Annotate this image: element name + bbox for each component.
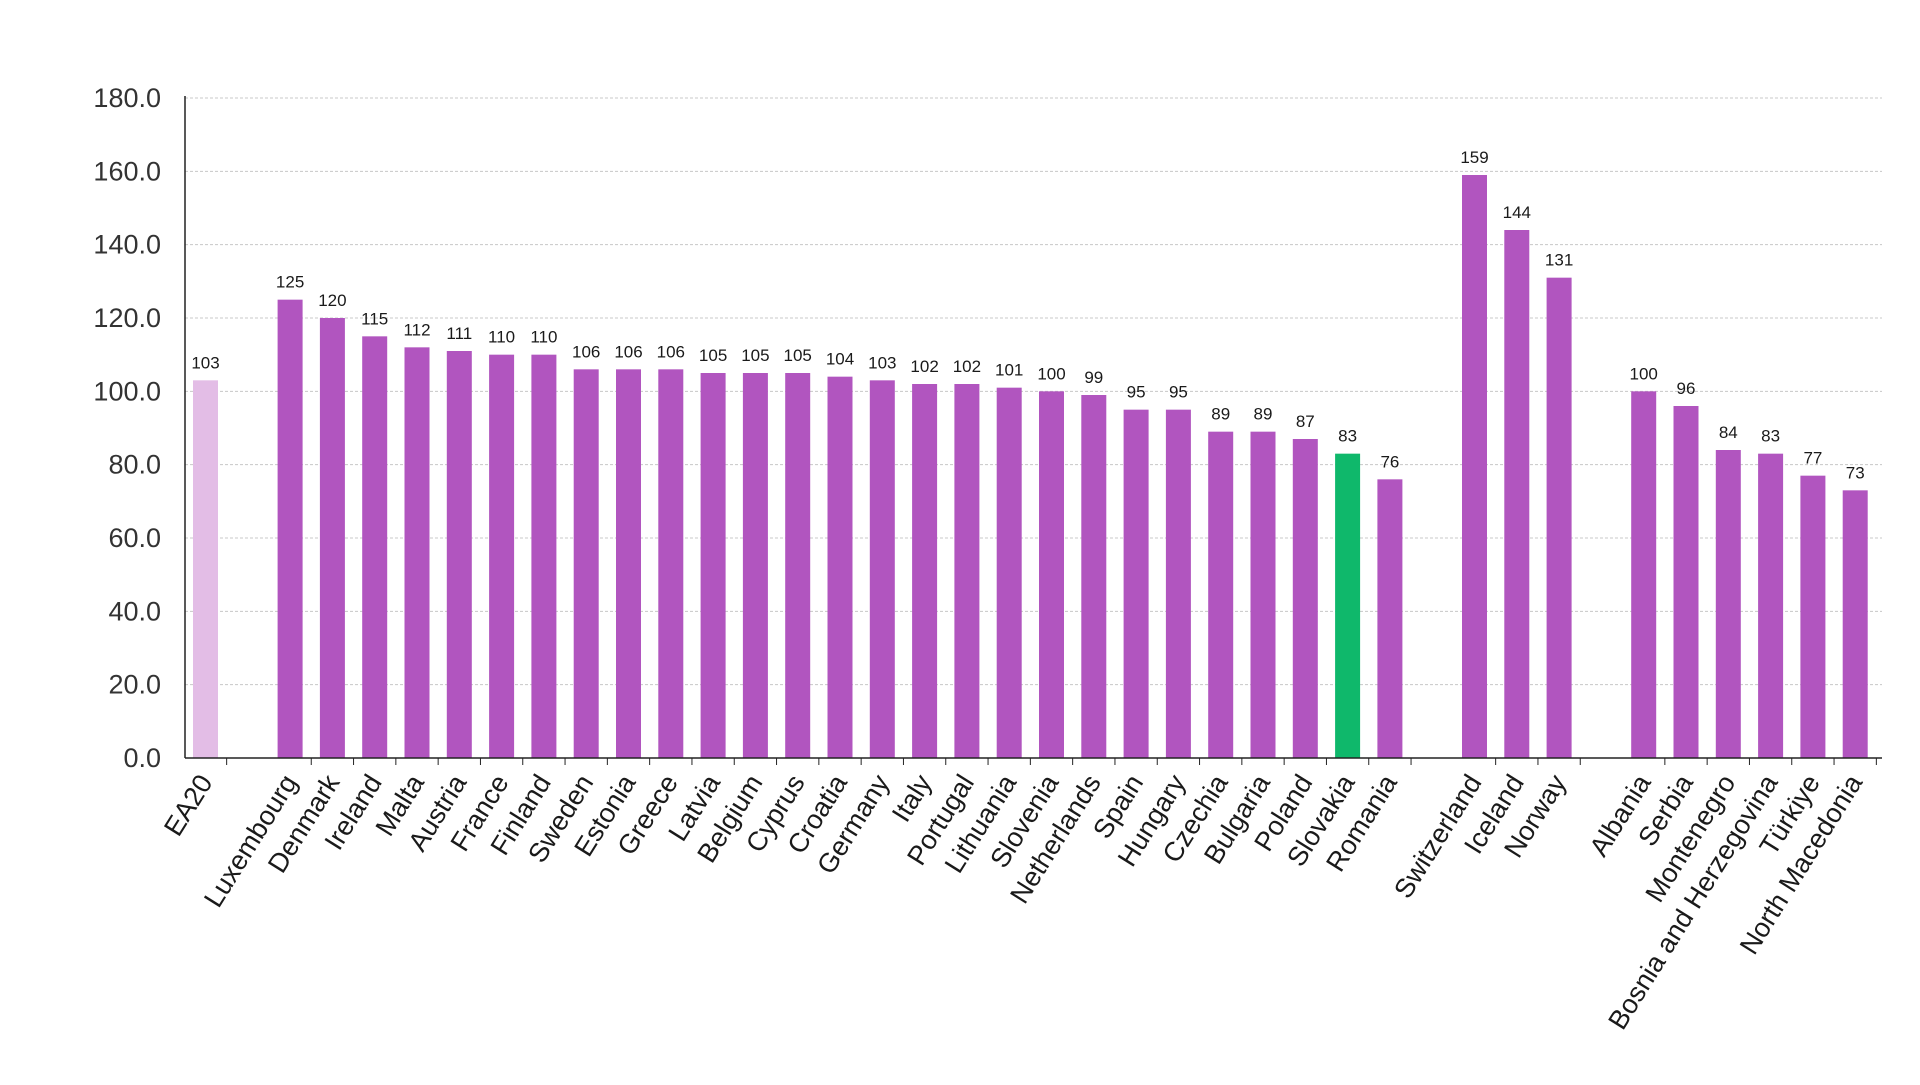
data-label: 99 xyxy=(1084,368,1103,387)
data-label: 105 xyxy=(699,346,727,365)
bar xyxy=(827,376,853,758)
bar xyxy=(362,336,388,758)
data-label: 106 xyxy=(657,342,685,361)
data-label: 125 xyxy=(276,273,304,292)
bar xyxy=(1546,277,1572,758)
y-tick-label: 60.0 xyxy=(108,523,161,553)
y-tick-label: 120.0 xyxy=(93,303,161,333)
bar xyxy=(193,380,218,758)
bar xyxy=(1335,453,1361,758)
data-label: 89 xyxy=(1211,405,1230,424)
bar xyxy=(1250,431,1276,758)
y-tick-label: 140.0 xyxy=(93,230,161,260)
data-label: 102 xyxy=(910,357,938,376)
data-label: 105 xyxy=(784,346,812,365)
y-tick-label: 180.0 xyxy=(93,83,161,113)
bar xyxy=(1842,490,1868,758)
data-label: 77 xyxy=(1803,449,1822,468)
y-tick-label: 0.0 xyxy=(123,743,161,773)
bar xyxy=(1039,391,1064,758)
data-label: 87 xyxy=(1296,412,1315,431)
data-label: 101 xyxy=(995,361,1023,380)
data-label: 102 xyxy=(953,357,981,376)
bar xyxy=(785,373,811,758)
bar xyxy=(573,369,599,758)
bar xyxy=(742,373,768,758)
bar xyxy=(1165,409,1191,758)
bar xyxy=(531,354,557,758)
bar xyxy=(446,351,472,758)
data-label: 89 xyxy=(1254,405,1273,424)
y-tick-label: 20.0 xyxy=(108,670,161,700)
bar xyxy=(1462,175,1487,758)
y-tick-label: 100.0 xyxy=(93,376,161,406)
data-label: 115 xyxy=(361,309,388,328)
bar xyxy=(996,387,1022,758)
data-label: 84 xyxy=(1719,423,1738,442)
bar xyxy=(616,369,641,758)
bar xyxy=(1123,409,1149,758)
data-label: 144 xyxy=(1503,203,1531,222)
bar xyxy=(404,347,430,758)
bar xyxy=(869,380,895,758)
bar xyxy=(1377,479,1403,758)
bar xyxy=(1715,450,1741,758)
data-label: 103 xyxy=(191,353,219,372)
data-label: 106 xyxy=(614,342,642,361)
bar xyxy=(1800,475,1826,758)
bar xyxy=(1758,453,1784,758)
data-label: 106 xyxy=(572,342,600,361)
data-label: 120 xyxy=(318,291,346,310)
bar xyxy=(658,369,684,758)
data-label: 111 xyxy=(446,324,472,343)
x-tick-label: EA20 xyxy=(158,769,218,841)
data-label: 95 xyxy=(1169,383,1188,402)
bar xyxy=(277,299,303,758)
data-label: 103 xyxy=(868,353,896,372)
data-label: 95 xyxy=(1127,383,1146,402)
data-label: 112 xyxy=(403,320,430,339)
data-label: 83 xyxy=(1761,427,1780,446)
bar xyxy=(1673,406,1699,758)
data-label: 100 xyxy=(1037,364,1065,383)
bar xyxy=(954,384,980,758)
data-label: 76 xyxy=(1380,452,1399,471)
y-tick-label: 160.0 xyxy=(93,156,161,186)
data-label: 131 xyxy=(1545,251,1573,270)
bar xyxy=(1504,230,1530,758)
y-tick-label: 40.0 xyxy=(108,596,161,626)
bar xyxy=(1631,391,1657,758)
bar xyxy=(319,318,345,758)
data-label: 159 xyxy=(1460,148,1488,167)
data-label: 104 xyxy=(826,350,854,369)
data-label: 110 xyxy=(530,328,557,347)
bar xyxy=(489,354,515,758)
data-label: 105 xyxy=(741,346,769,365)
bar xyxy=(1081,395,1107,758)
data-label: 83 xyxy=(1338,427,1357,446)
bar xyxy=(1208,431,1234,758)
data-label: 73 xyxy=(1846,463,1865,482)
y-tick-label: 80.0 xyxy=(108,450,161,480)
bar xyxy=(1292,439,1318,758)
data-label: 110 xyxy=(488,328,515,347)
data-label: 96 xyxy=(1677,379,1696,398)
bar xyxy=(700,373,726,758)
data-label: 100 xyxy=(1630,364,1658,383)
bar xyxy=(912,384,938,758)
